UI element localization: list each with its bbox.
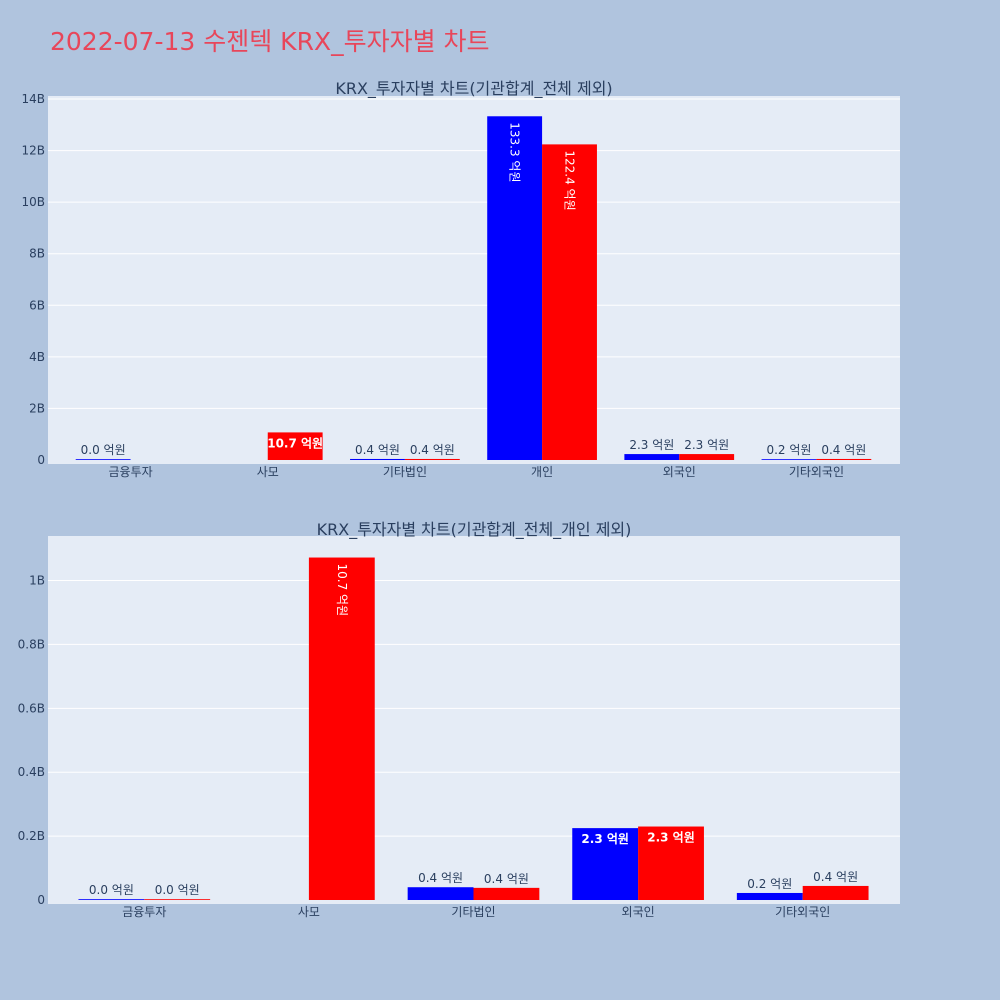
data-label: 0.4 억원: [484, 872, 529, 886]
y-tick-label: 0.4B: [18, 765, 45, 779]
data-label: 0.4 억원: [813, 870, 858, 884]
bar: [267, 432, 323, 460]
x-tick-label: 기타외국인: [789, 465, 844, 479]
y-tick-label: 12B: [21, 144, 45, 158]
bar: [144, 899, 211, 900]
data-label: 0.2 억원: [766, 443, 811, 457]
x-tick-label: 금융투자: [122, 905, 166, 919]
bar: [350, 458, 405, 460]
x-tick-label: 개인: [531, 465, 553, 479]
data-label: 0.4 억원: [355, 443, 400, 457]
x-tick-label: 금융투자: [108, 465, 152, 479]
bar: [736, 892, 803, 900]
y-tick-label: 1B: [29, 574, 45, 588]
data-label: 0.0 억원: [89, 883, 134, 897]
chart-top: KRX_투자자별 차트(기관합계_전체 제외) 0 2B 4B 6B 8B 10B 12B 1…: [21, 79, 900, 479]
y-tick-label: 4B: [29, 350, 45, 364]
data-label: 0.0 억원: [155, 883, 200, 897]
x-tick-label: 기타법인: [383, 465, 427, 479]
x-tick-label: 사모: [298, 905, 320, 919]
y-tick-label: 8B: [29, 247, 45, 261]
y-tick-label: 0.8B: [18, 637, 45, 651]
bar: [816, 458, 872, 460]
y-tick-label: 0: [37, 893, 45, 907]
bar: [407, 887, 474, 900]
y-tick-label: 10B: [21, 195, 45, 209]
bar: [638, 826, 704, 900]
plot-area-top: [48, 96, 900, 464]
bar: [624, 454, 680, 460]
bar: [308, 557, 375, 900]
plot-area-bottom: [48, 536, 900, 904]
bar: [404, 458, 460, 460]
data-label: 10.7 억원: [267, 436, 323, 450]
data-label: 0.4 억원: [418, 871, 463, 885]
y-tick-label: 14B: [21, 92, 45, 106]
data-label: 0.2 억원: [747, 877, 792, 891]
data-label: 122.4 억원: [563, 150, 577, 210]
bar: [78, 899, 145, 900]
bar: [75, 459, 131, 460]
data-label: 2.3 억원: [684, 438, 729, 452]
page-title: 2022-07-13 수젠텍 KRX_투자자별 차트: [50, 27, 490, 56]
data-label: 2.3 억원: [629, 438, 674, 452]
bar: [542, 144, 597, 460]
x-tick-label: 외국인: [663, 465, 696, 479]
x-tick-label: 외국인: [622, 905, 655, 919]
data-label: 0.4 억원: [410, 443, 455, 457]
x-tick-label: 기타외국인: [775, 905, 830, 919]
bar: [679, 454, 735, 460]
data-label: 10.7 억원: [335, 564, 349, 617]
data-label: 0.4 억원: [821, 443, 866, 457]
data-label: 2.3 억원: [647, 831, 695, 845]
y-tick-label: 0: [37, 453, 45, 467]
data-label: 2.3 억원: [581, 832, 629, 846]
bar: [802, 885, 869, 900]
bar: [487, 116, 543, 460]
y-tick-label: 6B: [29, 298, 45, 312]
chart-top-title: KRX_투자자별 차트(기관합계_전체 제외): [335, 79, 612, 99]
data-label: 133.3 억원: [508, 122, 522, 182]
bar: [473, 887, 540, 900]
data-label: 0.0 억원: [81, 443, 126, 457]
y-tick-label: 2B: [29, 401, 45, 415]
x-tick-label: 기타법인: [451, 905, 495, 919]
chart-bottom-title: KRX_투자자별 차트(기관합계_전체_개인 제외): [317, 520, 632, 540]
y-tick-label: 0.6B: [18, 701, 45, 715]
bar: [761, 459, 817, 460]
bar: [572, 828, 639, 900]
chart-bottom: KRX_투자자별 차트(기관합계_전체_개인 제외) 0 0.2B 0.4B 0.6B…: [18, 520, 900, 919]
y-tick-label: 0.2B: [18, 829, 45, 843]
x-tick-label: 사모: [257, 465, 279, 479]
